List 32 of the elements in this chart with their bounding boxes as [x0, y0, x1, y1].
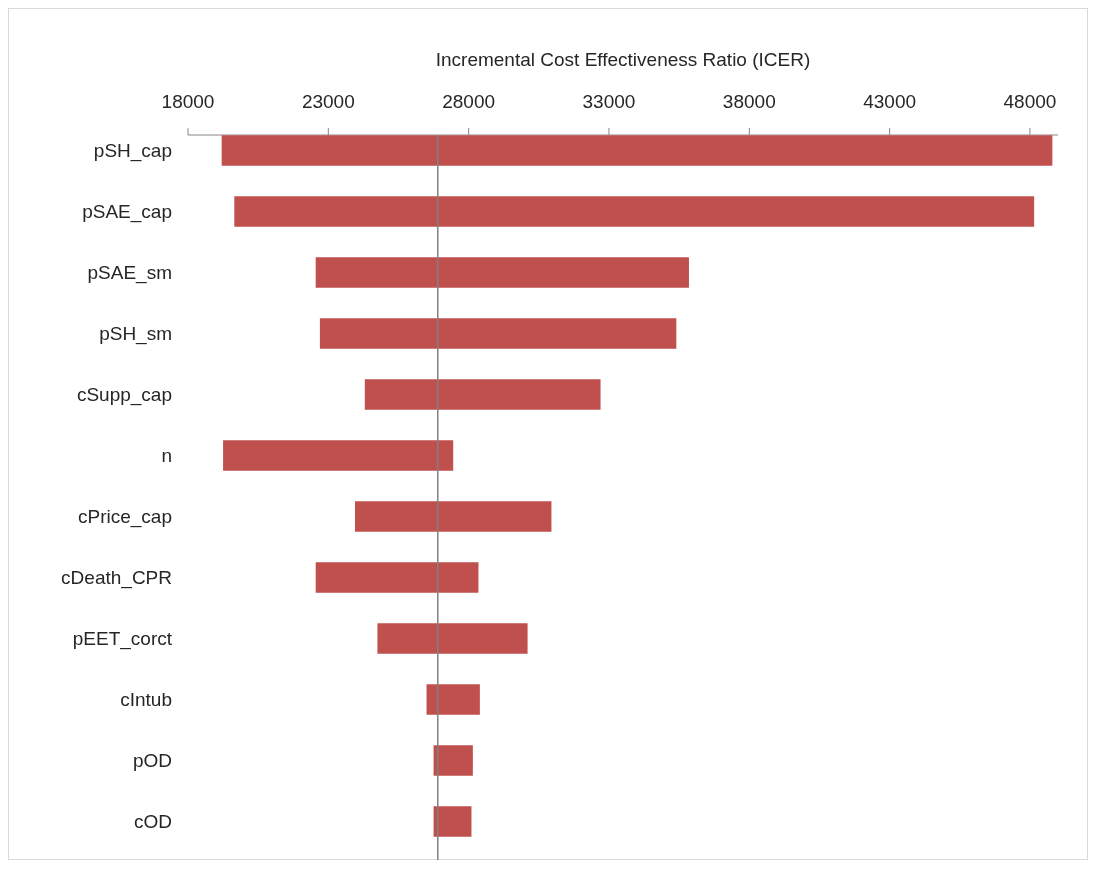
- y-tick-label: pSH_cap: [93, 140, 172, 163]
- y-tick-label: pOD: [132, 750, 172, 772]
- bar: [426, 684, 480, 715]
- y-tick-label: cIntub: [120, 689, 172, 711]
- x-tick-label: 33000: [582, 91, 636, 112]
- bar: [315, 562, 479, 593]
- y-tick-label: cPrice_cap: [78, 506, 172, 529]
- x-axis-title: Incremental Cost Effectiveness Ratio (ICER): [435, 49, 811, 70]
- x-tick-label: 28000: [442, 91, 496, 112]
- bar: [377, 623, 528, 654]
- y-tick-label: pSH_sm: [99, 323, 172, 346]
- y-tick-label: n: [161, 445, 172, 467]
- bar: [221, 135, 1053, 166]
- y-tick-label: pSAE_cap: [82, 201, 172, 224]
- x-tick-label: 38000: [722, 91, 776, 112]
- bar: [364, 379, 601, 410]
- y-tick-label: pSAE_sm: [87, 262, 172, 285]
- bar: [433, 745, 473, 776]
- x-tick-label: 43000: [863, 91, 917, 112]
- x-tick-label: 18000: [161, 91, 215, 112]
- x-tick-label: 48000: [1003, 91, 1057, 112]
- x-tick-label: 23000: [301, 91, 355, 112]
- y-tick-label: cDeath_CPR: [61, 567, 172, 590]
- bar: [234, 196, 1035, 227]
- bar: [354, 501, 552, 532]
- bar: [223, 440, 454, 471]
- y-tick-label: pEET_corct: [72, 628, 173, 651]
- bar: [433, 806, 472, 837]
- y-tick-label: cSupp_cap: [76, 384, 172, 407]
- y-tick-label: cOD: [134, 811, 172, 833]
- bar: [315, 257, 689, 288]
- bar: [319, 318, 677, 349]
